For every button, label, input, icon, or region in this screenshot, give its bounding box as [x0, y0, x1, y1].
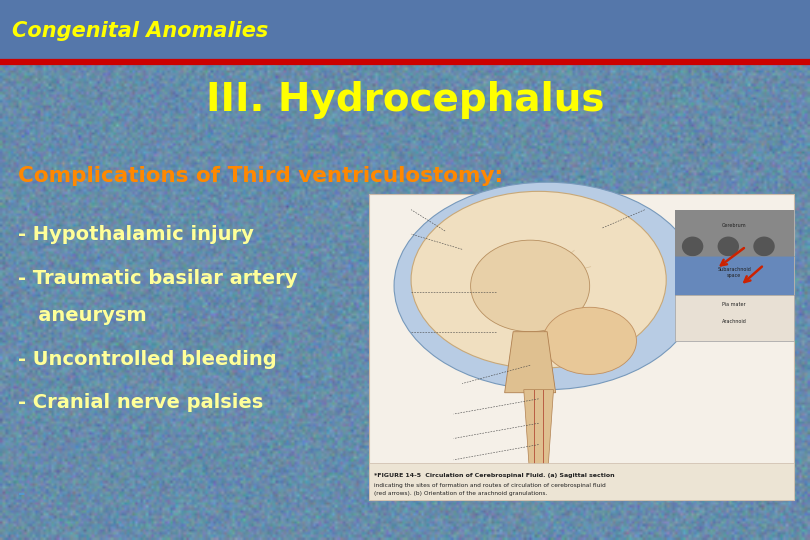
Text: Pia mater: Pia mater [723, 302, 746, 307]
Ellipse shape [753, 237, 774, 256]
Polygon shape [524, 390, 553, 494]
FancyBboxPatch shape [675, 210, 794, 255]
Text: Cerebrum: Cerebrum [722, 223, 747, 228]
Ellipse shape [718, 237, 739, 256]
Text: Arachnoid: Arachnoid [722, 319, 747, 323]
Text: -: - [18, 485, 25, 503]
Text: Subarachnoid
space: Subarachnoid space [718, 267, 751, 278]
Text: - Uncontrolled bleeding: - Uncontrolled bleeding [18, 349, 276, 369]
Polygon shape [505, 332, 556, 393]
Text: indicating the sites of formation and routes of circulation of cerebrospinal flu: indicating the sites of formation and ro… [374, 483, 606, 488]
Text: Congenital Anomalies: Congenital Anomalies [12, 21, 268, 41]
FancyBboxPatch shape [675, 210, 794, 341]
Text: - Traumatic basilar artery: - Traumatic basilar artery [18, 268, 297, 288]
Ellipse shape [394, 182, 700, 390]
FancyBboxPatch shape [0, 0, 810, 62]
Text: aneurysm: aneurysm [18, 306, 147, 326]
FancyBboxPatch shape [369, 194, 794, 500]
Ellipse shape [543, 307, 637, 374]
Ellipse shape [682, 237, 703, 256]
FancyBboxPatch shape [369, 463, 794, 500]
Text: III. Hydrocephalus: III. Hydrocephalus [206, 81, 604, 119]
Text: *FIGURE 14-5  Circulation of Cerebrospinal Fluid. (a) Sagittal section: *FIGURE 14-5 Circulation of Cerebrospina… [374, 473, 615, 478]
Ellipse shape [471, 240, 590, 332]
Text: - Hypothalamic injury: - Hypothalamic injury [18, 225, 254, 245]
Ellipse shape [411, 191, 666, 368]
Text: (red arrows). (b) Orientation of the arachnoid granulations.: (red arrows). (b) Orientation of the ara… [374, 491, 548, 496]
Text: - Cranial nerve palsies: - Cranial nerve palsies [18, 393, 263, 412]
Text: Complications of Third ventriculostomy:: Complications of Third ventriculostomy: [18, 165, 503, 186]
FancyBboxPatch shape [675, 249, 794, 295]
